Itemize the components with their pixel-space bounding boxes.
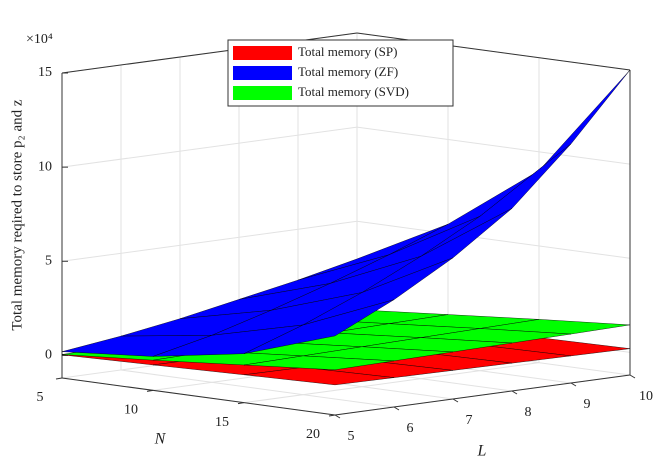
grid-line [120,369,395,408]
grid-line [356,220,631,259]
y-tick-label: 7 [466,413,473,428]
z-tick-label: 15 [38,65,52,80]
z-tick-label: 10 [38,159,52,174]
tick-mark [393,406,400,411]
tick-mark [511,390,518,395]
grid-line [61,220,358,262]
y-axis-label: L [477,443,487,460]
x-tick-label: 5 [37,390,44,405]
axis-line [334,374,631,416]
y-tick-label: 8 [525,405,532,420]
surface-patch [243,299,395,354]
y-tick-label: 10 [639,389,653,404]
tick-mark [55,377,63,380]
x-axis-label: N [154,431,167,448]
tick-mark [237,402,245,405]
legend-label: Total memory (SP) [298,44,397,59]
legend-label: Total memory (SVD) [298,84,409,99]
x-tick-label: 20 [306,427,320,442]
surface-patch [243,355,395,371]
grid-line [61,126,358,168]
legend-swatch [233,46,292,60]
axis-line [356,32,631,71]
tick-mark [328,414,336,417]
y-tick-label: 5 [348,429,355,444]
tick-mark [334,414,341,419]
y-tick-label: 6 [407,421,414,436]
tick-mark [570,382,577,387]
surface [61,69,631,357]
grid-line [243,362,540,404]
legend-label: Total memory (ZF) [298,64,398,79]
tick-mark [452,398,459,403]
legend-swatch [233,86,292,100]
x-tick-label: 15 [215,415,229,430]
z-tick-label: 5 [45,253,52,268]
z-multiplier: ×10⁴ [26,32,53,47]
x-tick-label: 10 [124,403,138,418]
tick-mark [146,389,154,392]
legend: Total memory (SP) Total memory (ZF) Total … [227,39,454,107]
grid-line [356,126,631,165]
z-tick-label: 0 [45,348,52,363]
tick-mark [629,374,636,379]
axis-line [61,377,336,416]
surface-patch [243,367,395,386]
z-axis-label: Total memory reqired to store p₂ and z [9,99,25,331]
y-tick-label: 9 [584,397,591,412]
legend-swatch [233,66,292,80]
